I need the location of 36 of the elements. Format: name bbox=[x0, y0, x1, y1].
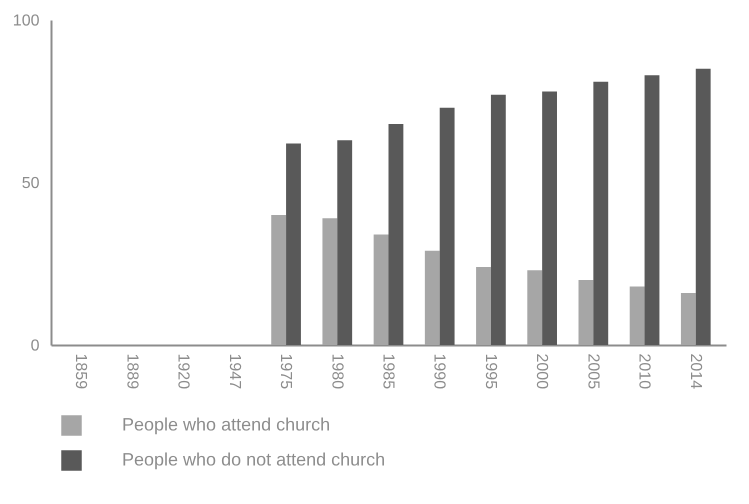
bar bbox=[490, 94, 506, 345]
x-tick-label: 1990 bbox=[430, 354, 448, 390]
x-tick-label: 1859 bbox=[72, 354, 90, 390]
bar bbox=[322, 218, 338, 345]
bar bbox=[630, 286, 645, 345]
bar bbox=[578, 280, 594, 345]
bar bbox=[644, 75, 660, 345]
x-tick-label: 1985 bbox=[380, 354, 396, 390]
x-tick-label: 2005 bbox=[584, 354, 602, 390]
x-tick-label: 1947 bbox=[226, 354, 243, 390]
bar bbox=[696, 68, 711, 345]
x-tick-label: 1975 bbox=[277, 354, 294, 390]
x-tick-label: 1995 bbox=[482, 354, 499, 390]
bar bbox=[374, 234, 388, 345]
x-tick-label: 1920 bbox=[174, 354, 192, 390]
bar bbox=[337, 140, 352, 345]
x-tick-label: 2010 bbox=[636, 354, 653, 390]
legend-label: People who attend church bbox=[122, 414, 330, 434]
bar bbox=[440, 108, 455, 345]
y-tick-label: 50 bbox=[22, 175, 40, 192]
x-tick-label: 1889 bbox=[123, 354, 140, 390]
bar bbox=[680, 293, 696, 345]
bar bbox=[271, 215, 286, 345]
bar bbox=[593, 82, 608, 345]
x-tick-label: 2014 bbox=[686, 354, 704, 390]
bar bbox=[527, 270, 542, 345]
x-tick-label: 2000 bbox=[533, 354, 550, 390]
bar bbox=[388, 124, 404, 345]
y-tick-label: 0 bbox=[30, 338, 40, 354]
bar bbox=[476, 267, 491, 345]
x-tick-label: 1980 bbox=[328, 354, 346, 390]
bar bbox=[286, 144, 301, 345]
legend-label: People who do not attend church bbox=[122, 450, 386, 470]
bar bbox=[542, 92, 557, 345]
y-tick-label: 100 bbox=[12, 12, 40, 30]
bar bbox=[424, 250, 440, 345]
